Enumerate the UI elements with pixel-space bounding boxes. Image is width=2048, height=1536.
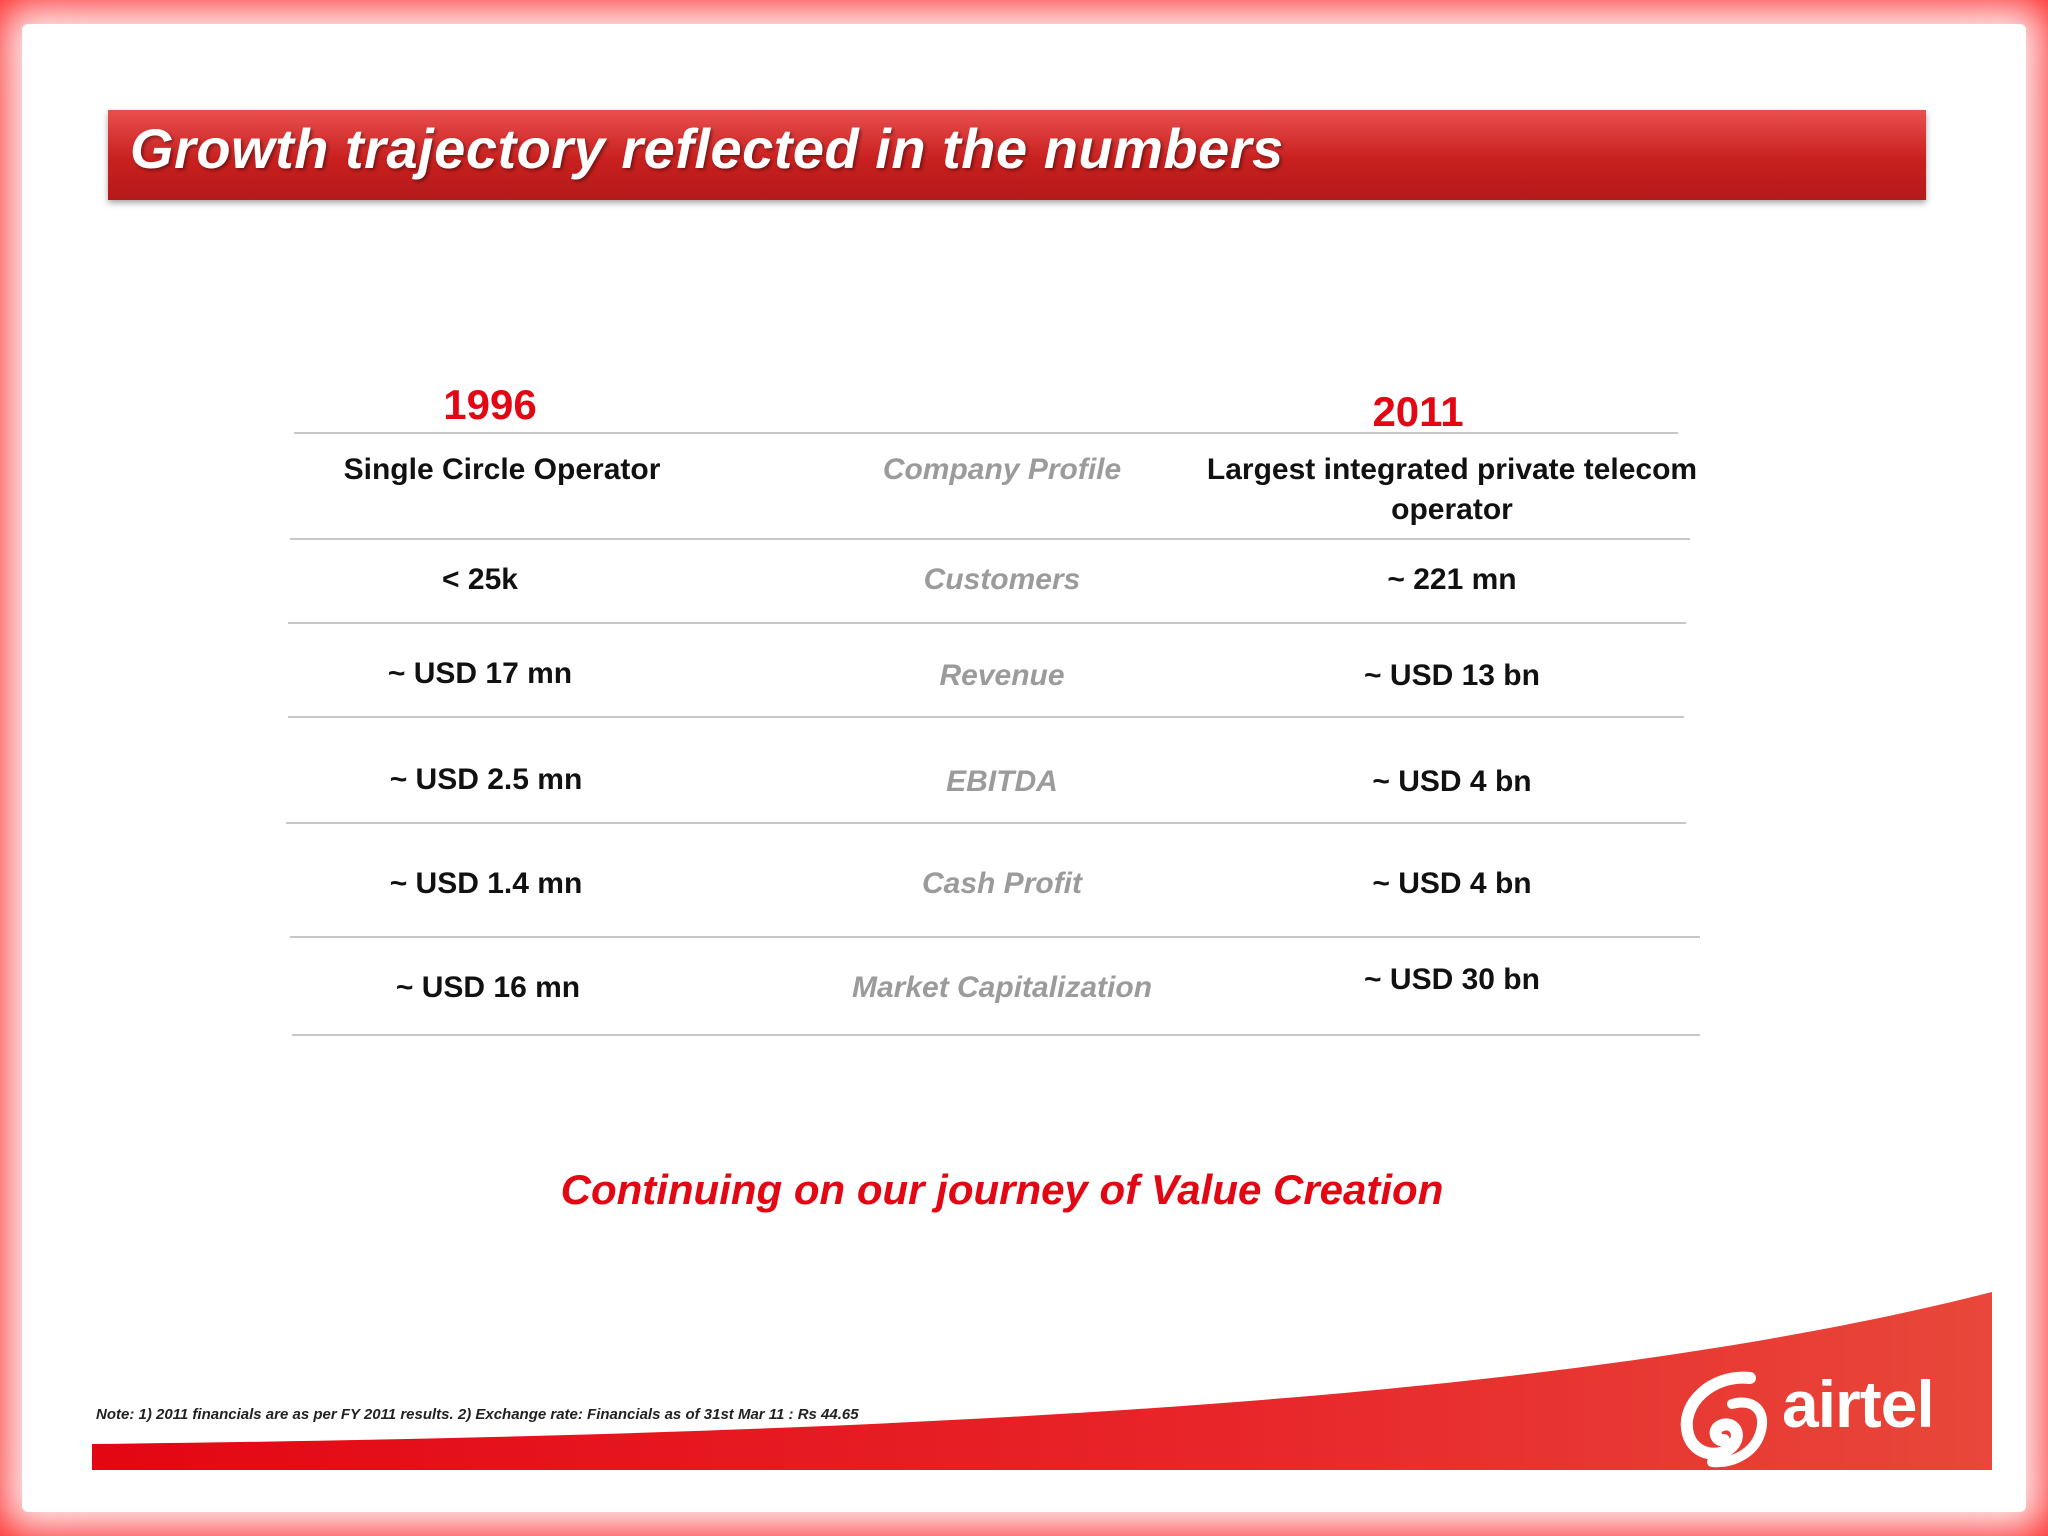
value-1996: ~ USD 16 mn xyxy=(395,971,581,1004)
value-2011-line2: operator xyxy=(1391,493,1513,526)
value-2011: ~ USD 30 bn xyxy=(1364,963,1540,996)
value-2011: ~ USD 13 bn xyxy=(1364,659,1540,692)
value-1996: ~ USD 1.4 mn xyxy=(389,867,583,900)
value-2011-line1: Largest integrated private telecom xyxy=(1206,453,1698,486)
table-rule xyxy=(294,432,1678,434)
metric-label: Cash Profit xyxy=(921,867,1083,900)
airtel-wordmark: airtel xyxy=(1782,1367,1935,1441)
table-rule xyxy=(290,538,1690,540)
table-rule xyxy=(288,716,1684,718)
airtel-swirl-icon xyxy=(1680,1371,1767,1468)
value-2011: ~ USD 4 bn xyxy=(1372,867,1532,900)
tagline: Continuing on our journey of Value Creat… xyxy=(560,1166,1444,1213)
value-2011: ~ 221 mn xyxy=(1387,563,1517,596)
value-1996: ~ USD 17 mn xyxy=(387,657,573,690)
slide: Growth trajectory reflected in the numbe… xyxy=(22,24,2026,1512)
value-1996: < 25k xyxy=(442,563,518,596)
metric-label: Market Capitalization xyxy=(851,971,1153,1004)
footnote: Note: 1) 2011 financials are as per FY 2… xyxy=(96,1406,859,1423)
slide-title: Growth trajectory reflected in the numbe… xyxy=(130,117,1284,180)
value-2011: Largest integrated private telecom opera… xyxy=(1152,450,1752,530)
value-1996: ~ USD 2.5 mn xyxy=(389,763,583,796)
value-2011: ~ USD 4 bn xyxy=(1372,765,1532,798)
metric-label: Company Profile xyxy=(882,453,1122,486)
metric-label: Customers xyxy=(923,563,1081,596)
table-rule xyxy=(292,1034,1700,1036)
title-bar xyxy=(108,110,1926,200)
table-rule xyxy=(290,936,1700,938)
red-swoosh-decoration xyxy=(92,1292,1992,1470)
metric-label: EBITDA xyxy=(946,765,1058,798)
year-2011-header: 2011 xyxy=(1372,388,1464,435)
year-1996-header: 1996 xyxy=(443,381,537,428)
table-rule xyxy=(286,822,1686,824)
airtel-logo: airtel xyxy=(1672,1364,1972,1474)
metric-label: Revenue xyxy=(939,659,1065,692)
value-1996: Single Circle Operator xyxy=(343,453,661,486)
table-rule xyxy=(288,622,1686,624)
